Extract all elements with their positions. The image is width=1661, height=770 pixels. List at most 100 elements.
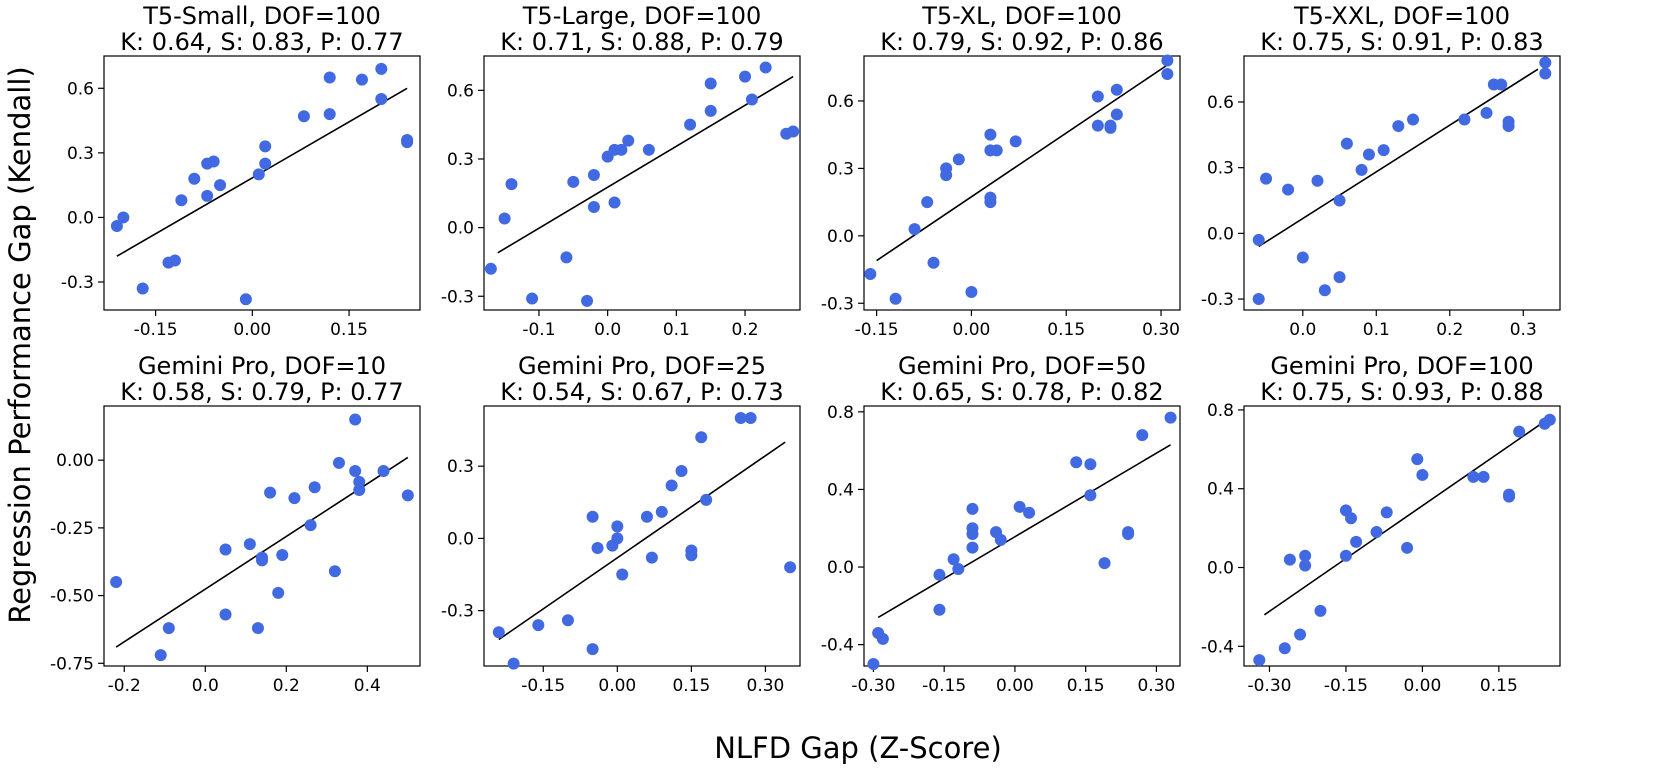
y-tick-label: -0.3 (441, 287, 474, 307)
data-point (952, 153, 965, 166)
data-point (1252, 293, 1265, 306)
data-point (1091, 119, 1104, 132)
data-point (1539, 67, 1552, 80)
y-tick-label: 0.6 (1207, 93, 1234, 113)
plot-frame (483, 405, 801, 667)
subplot-subtitle: K: 0.54, S: 0.67, P: 0.73 (500, 378, 783, 406)
x-tick-label: 0.1 (1363, 320, 1390, 340)
x-tick-label: -0.2 (108, 676, 141, 696)
data-point (586, 510, 599, 523)
data-point (994, 533, 1007, 546)
data-point (1110, 108, 1123, 121)
data-point (239, 293, 252, 306)
data-point (608, 196, 621, 209)
data-point (1260, 172, 1273, 185)
subplot-subtitle: K: 0.75, S: 0.93, P: 0.88 (1260, 378, 1543, 406)
y-tick-label: 0.0 (827, 227, 854, 247)
x-tick-label: -0.30 (1247, 676, 1291, 696)
data-point (642, 143, 655, 156)
x-tick-label: -0.15 (134, 320, 178, 340)
data-point (1477, 470, 1490, 483)
data-point (587, 201, 600, 214)
y-axis-label: Regression Performance Gap (Kendall) (3, 66, 37, 624)
data-point (349, 413, 362, 426)
data-point (1161, 67, 1174, 80)
y-tick-label: -0.3 (821, 294, 854, 314)
data-point (1513, 425, 1526, 438)
data-point (1401, 541, 1414, 554)
data-point (175, 194, 188, 207)
data-point (1318, 284, 1331, 297)
data-point (1009, 135, 1022, 148)
data-point (532, 619, 545, 632)
data-point (219, 608, 232, 621)
data-point (219, 543, 232, 556)
y-tick-label: 0.3 (67, 144, 94, 164)
y-tick-label: 0.0 (1207, 224, 1234, 244)
data-point (1283, 553, 1296, 566)
data-point (675, 465, 688, 477)
x-tick-label: 0.2 (732, 320, 759, 340)
data-point (110, 576, 123, 589)
data-point (685, 549, 698, 562)
data-point (1023, 506, 1036, 519)
data-point (908, 223, 921, 236)
data-point (947, 553, 960, 566)
subplot-subtitle: K: 0.65, S: 0.78, P: 0.82 (880, 378, 1163, 406)
data-point (154, 649, 167, 662)
data-point (1311, 174, 1324, 187)
data-point (744, 412, 757, 425)
data-point (1252, 233, 1265, 246)
data-point (1161, 54, 1174, 67)
y-tick-label: 0.0 (67, 208, 94, 228)
data-point (700, 493, 713, 506)
data-point (1480, 106, 1493, 119)
x-tick-label: 0.15 (1067, 676, 1105, 696)
data-point (201, 189, 214, 202)
data-point (591, 542, 604, 555)
data-point (1084, 489, 1097, 502)
data-point (704, 104, 717, 117)
y-tick-label: -0.75 (50, 654, 94, 674)
data-point (1164, 411, 1177, 424)
y-tick-label: 0.3 (447, 457, 474, 477)
y-tick-label: 0.3 (827, 159, 854, 179)
x-tick-label: 0.30 (1137, 676, 1175, 696)
x-tick-label: -0.15 (521, 676, 565, 696)
y-tick-label: 0.0 (447, 529, 474, 549)
subplot-subtitle: K: 0.71, S: 0.88, P: 0.79 (500, 28, 783, 56)
data-point (328, 565, 341, 578)
data-point (110, 220, 123, 233)
data-point (1467, 470, 1480, 483)
data-point (684, 118, 697, 131)
x-tick-label: -0.15 (855, 320, 899, 340)
y-tick-label: 0.4 (827, 480, 854, 500)
data-point (1543, 413, 1556, 426)
data-point (1339, 549, 1352, 562)
x-tick-label: 0.0 (1289, 320, 1316, 340)
x-tick-label: 0.0 (192, 676, 219, 696)
data-point (1282, 183, 1295, 196)
x-tick-label: 0.30 (1142, 320, 1180, 340)
subplot-title: T5-Large, DOF=100 (522, 2, 761, 30)
subplot-title: T5-Small, DOF=100 (142, 2, 381, 30)
data-point (1136, 429, 1149, 442)
y-axis-label-container: Regression Performance Gap (Kendall) (0, 0, 40, 770)
data-point (276, 548, 289, 561)
data-point (259, 157, 272, 170)
data-point (561, 614, 574, 627)
data-point (933, 603, 946, 616)
data-point (616, 568, 629, 581)
y-tick-label: 0.6 (447, 81, 474, 101)
data-point (288, 492, 301, 505)
data-point (117, 211, 130, 224)
data-point (353, 483, 366, 496)
data-point (567, 175, 580, 188)
y-tick-label: 0.0 (447, 219, 474, 239)
x-tick-label: 0.2 (1436, 320, 1463, 340)
data-point (1294, 628, 1307, 641)
data-point (615, 143, 628, 156)
